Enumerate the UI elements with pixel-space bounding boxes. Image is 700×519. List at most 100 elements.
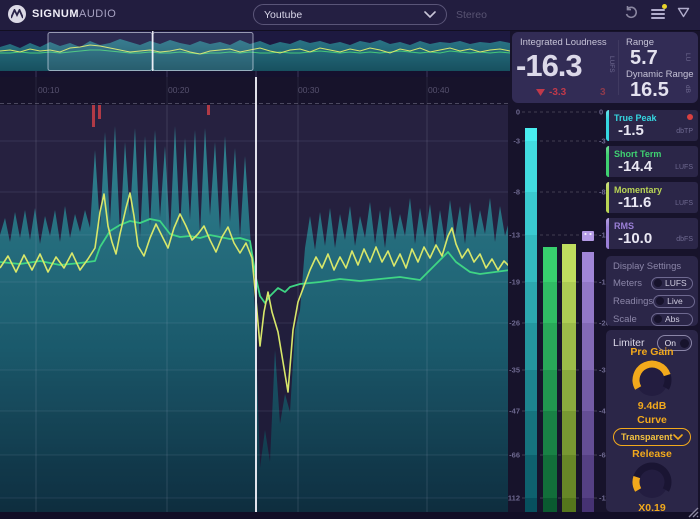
badge-accent-bar xyxy=(606,146,609,177)
setting-label: Meters xyxy=(613,277,643,289)
meter-scale-label: -3 xyxy=(513,137,520,146)
readout-badges: True Peak -1.5 dbTP Short Term -14.4 LUFS Mome… xyxy=(606,110,698,249)
badge-unit: dbTP xyxy=(676,128,693,135)
playhead[interactable] xyxy=(255,77,257,512)
clip-indicator[interactable] xyxy=(687,114,693,120)
scale-toggle[interactable]: Abs xyxy=(651,312,693,326)
dynamic-range-value: 16.5 xyxy=(630,79,669,101)
short-term-bar xyxy=(543,498,557,514)
badge-value: -11.6 xyxy=(618,194,652,211)
badge-value: -1.5 xyxy=(618,122,644,139)
loudness-delta-secondary: 3 xyxy=(600,87,606,98)
readings-toggle[interactable]: Live xyxy=(653,294,696,308)
momentary-bar xyxy=(562,370,576,411)
momentary-bar xyxy=(562,455,576,498)
meter-scale-label: -35 xyxy=(599,366,608,375)
brand-light: AUDIO xyxy=(79,8,117,20)
badge-accent-bar xyxy=(606,182,609,213)
rms-bar xyxy=(582,370,594,411)
meter-scale-label: -8 xyxy=(599,188,606,197)
chevron-down-icon xyxy=(424,11,436,18)
loudness-delta: -3.3 xyxy=(536,87,566,98)
triangle-down-icon xyxy=(536,89,545,96)
rms-badge: RMS -10.0 dbFS xyxy=(606,218,698,249)
meter-scale-label: -47 xyxy=(599,407,608,416)
short-term-bar xyxy=(543,282,557,323)
true-peak-bar xyxy=(525,282,537,323)
meter-scale-label: -26 xyxy=(599,319,608,328)
toggle-knob xyxy=(654,279,662,287)
true-peak-bar xyxy=(525,370,537,411)
display-settings-title: Display Settings xyxy=(613,261,682,272)
toggle-value: Live xyxy=(667,296,683,306)
menu-icon[interactable] xyxy=(651,3,667,19)
meter-scale-label: -19 xyxy=(509,278,520,287)
overview-waveform[interactable] xyxy=(0,31,510,77)
rms-bar xyxy=(582,252,594,282)
limiter-label: Limiter xyxy=(613,337,645,349)
limiter-on-toggle[interactable]: On xyxy=(656,335,692,351)
toggle-value: LUFS xyxy=(665,278,687,288)
momentary-bar xyxy=(562,498,576,514)
panel-divider xyxy=(618,40,619,95)
brand-text: SIGNUMAUDIO xyxy=(32,8,116,20)
selection-window-2[interactable] xyxy=(152,32,254,71)
momentary-badge: Momentary -11.6 LUFS xyxy=(606,182,698,213)
display-settings-panel: Display Settings Meters LUFS Readings Live S… xyxy=(606,256,698,326)
true-peak-bar xyxy=(525,411,537,455)
preset-dropdown[interactable]: Youtube xyxy=(253,4,447,25)
options-triangle-icon[interactable] xyxy=(677,7,690,18)
meter-scale-label: -8 xyxy=(513,188,520,197)
chevron-down-icon xyxy=(673,434,683,440)
topbar-icons xyxy=(624,3,690,20)
channel-mode-label: Stereo xyxy=(456,9,487,21)
rms-bar xyxy=(582,282,594,323)
meter-scale-label: -66 xyxy=(509,451,520,460)
level-meters: 0 0 -3 -3 -8 -8 -13 -13 -19 -19 -26 -26 -35 -35 -47 -47… xyxy=(508,104,608,519)
meters-toggle[interactable]: LUFS xyxy=(651,276,693,290)
range-label: Range xyxy=(626,37,654,48)
curve-dropdown[interactable]: Transparent xyxy=(613,428,691,446)
dynamic-range-unit: dB xyxy=(684,85,691,93)
setting-row-scale: Scale Abs xyxy=(613,312,693,326)
clip-mark xyxy=(98,105,101,119)
momentary-bar xyxy=(562,411,576,455)
selection-window-1[interactable] xyxy=(47,32,153,71)
meter-scale-label: -13 xyxy=(599,231,608,240)
rms-bar xyxy=(582,323,594,370)
meter-scale-label: 0 xyxy=(599,108,603,117)
undo-icon[interactable] xyxy=(624,5,639,20)
short-term-bar xyxy=(543,323,557,370)
range-value: 5.7 xyxy=(630,47,658,69)
true-peak-bar xyxy=(525,323,537,370)
true-peak-badge: True Peak -1.5 dbTP xyxy=(606,110,698,141)
true-peak-bar xyxy=(525,128,537,141)
brand-bold: SIGNUM xyxy=(32,8,79,20)
dynamic-range-label: Dynamic Range xyxy=(626,69,694,80)
meter-scale-label: -112 xyxy=(508,494,520,503)
rms-bar xyxy=(582,498,594,514)
release-value: X0.19 xyxy=(638,502,666,514)
meter-scale-label: 0 xyxy=(516,108,520,117)
pre-gain-knob[interactable] xyxy=(628,358,676,402)
limiter-panel: Limiter On Pre Gain 9.4dB Curve Transpar… xyxy=(606,330,698,514)
release-knob[interactable] xyxy=(628,460,676,504)
setting-label: Readings xyxy=(613,295,654,307)
badge-accent-bar xyxy=(606,110,609,141)
badge-unit: LUFS xyxy=(675,164,693,171)
curve-label: Curve xyxy=(637,414,667,426)
true-peak-bar xyxy=(525,192,537,235)
resize-handle-icon[interactable] xyxy=(685,504,699,518)
toggle-value: Abs xyxy=(665,314,680,324)
badge-unit: LUFS xyxy=(675,200,693,207)
badge-value: -10.0 xyxy=(618,230,653,247)
badge-title: Momentary xyxy=(614,185,663,195)
short-term-bar xyxy=(543,455,557,498)
toggle-knob xyxy=(680,338,689,348)
clip-mark xyxy=(207,105,210,115)
range-unit: LU xyxy=(684,53,691,62)
release-label: Release xyxy=(632,448,672,460)
integrated-loudness-title: Integrated Loudness xyxy=(520,37,607,48)
setting-label: Scale xyxy=(613,313,637,325)
